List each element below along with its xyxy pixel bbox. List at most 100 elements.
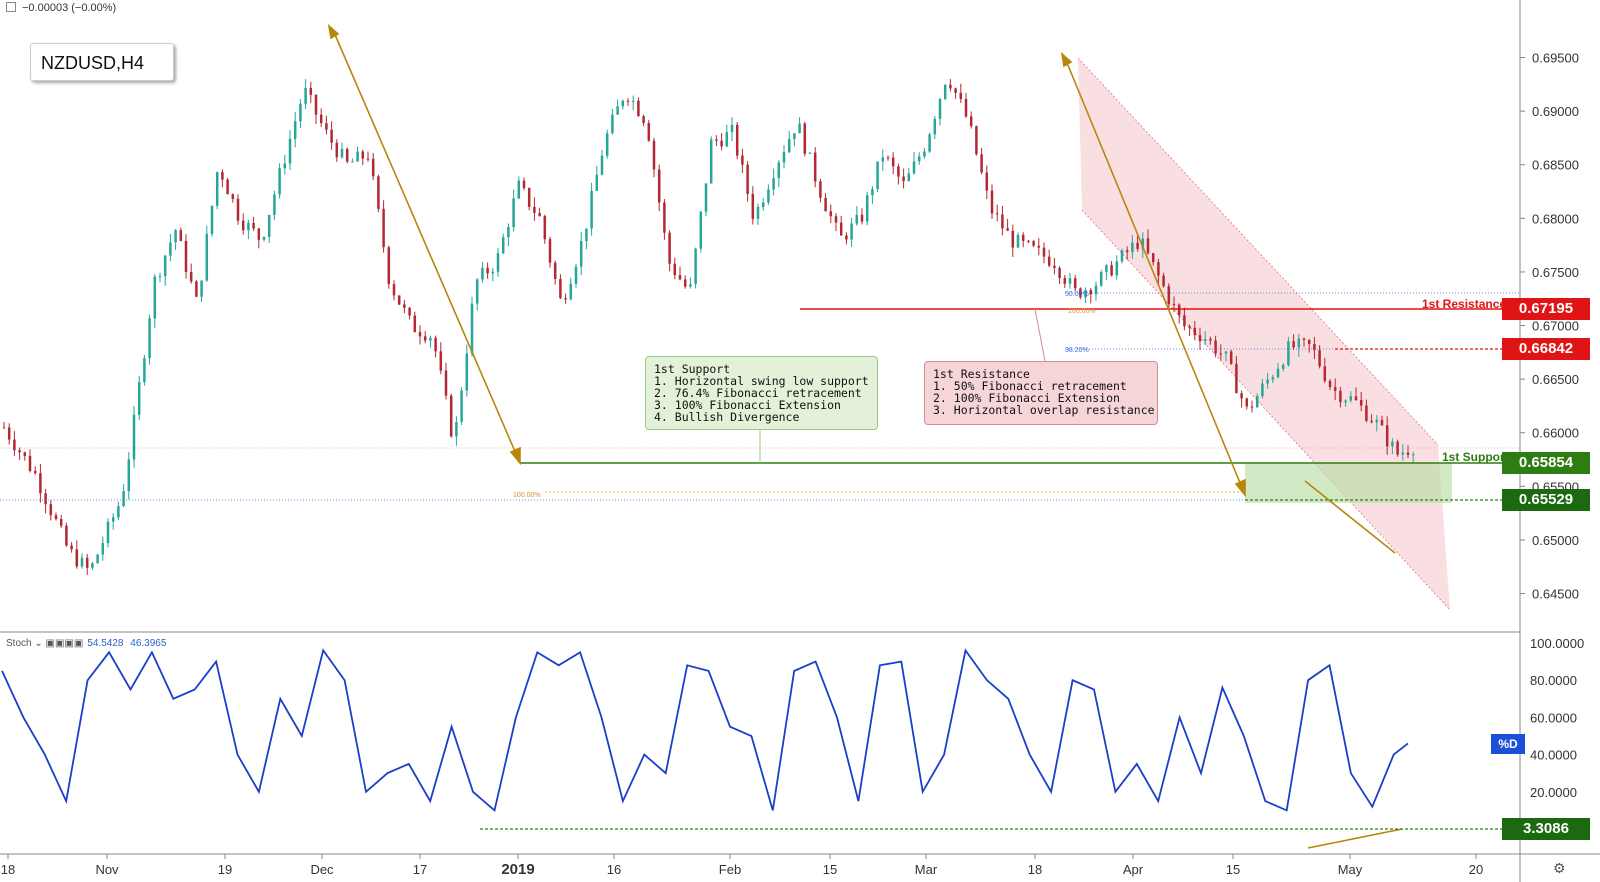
candle-body [1193, 327, 1197, 336]
candle-body [621, 100, 625, 107]
candle-body [1359, 400, 1363, 406]
candle-body [1411, 454, 1415, 456]
candle-body [990, 190, 994, 214]
candle-body [559, 278, 562, 299]
candle-body [387, 247, 391, 285]
stoch-settings-icons[interactable]: ▣▣▣▣ [45, 638, 84, 649]
candle-body [678, 275, 682, 280]
candle-body [366, 158, 370, 160]
candle-body [845, 235, 848, 240]
trend-arrows [327, 23, 1403, 849]
candle-body [642, 116, 645, 123]
candle-body [585, 228, 588, 242]
candle-body [907, 173, 911, 182]
candle-body [943, 84, 947, 99]
price-tick-label: 0.66500 [1532, 372, 1579, 387]
candle-body [616, 106, 619, 115]
note-connector-resistance [1034, 308, 1046, 362]
candle-body [725, 132, 729, 147]
candle-body [413, 315, 417, 333]
candle-body [730, 124, 734, 133]
candle-body [153, 276, 157, 319]
candle-body [1370, 420, 1373, 423]
candle-body [564, 298, 567, 300]
candle-body [865, 195, 869, 222]
price-axis[interactable]: 0.69500 0.69000 0.68500 0.68000 0.67500 0.670… [1520, 51, 1579, 602]
candle-body [1365, 405, 1368, 421]
stoch-d-badge: %D [1491, 734, 1525, 754]
time-tick-label: Feb [719, 862, 741, 877]
fib382-label: 38.20% [1065, 347, 1089, 354]
candle-body [345, 148, 349, 162]
candle-body [70, 545, 73, 550]
price-tick-label: 0.69000 [1532, 104, 1579, 119]
price-tick-label: 0.68500 [1532, 158, 1579, 173]
stoch-d-line [1, 648, 1409, 813]
candle-body [673, 263, 677, 276]
candle-body [1162, 275, 1165, 287]
candle-body [288, 138, 292, 164]
candle-body [241, 220, 245, 231]
candle-body [548, 239, 552, 263]
candle-body [351, 161, 354, 163]
candle-body [382, 208, 385, 248]
candle-body [1001, 214, 1004, 229]
candle-body [834, 216, 838, 223]
chevron-down-icon[interactable]: ⌄ [34, 638, 43, 649]
stoch-axis[interactable]: 100.0000 80.0000 60.0000 40.0000 20.0000 [1530, 636, 1584, 800]
candle-body [1006, 228, 1009, 231]
stoch-level-price-label: 3.3086 [1502, 818, 1590, 840]
time-tick-label: 17 [413, 862, 427, 877]
time-tick-label: 15 [1226, 862, 1240, 877]
candle-body [1047, 256, 1051, 266]
candle-body [663, 202, 666, 233]
candle-body [1318, 350, 1321, 367]
candle-body [668, 232, 671, 264]
candle-body [1032, 241, 1035, 246]
candle-body [408, 307, 411, 316]
collapse-icon[interactable] [6, 2, 16, 12]
candle-body [538, 212, 541, 217]
candle-body [49, 504, 53, 516]
candle-body [28, 455, 32, 471]
candle-body [189, 271, 193, 282]
time-axis[interactable]: 18 Nov 19 Dec 17 2019 16 Feb 15 Mar 18 Apr 15 May 20 [1, 854, 1483, 878]
candle-body [340, 148, 344, 158]
candle-body [1307, 339, 1311, 344]
note-line: 1st Resistance [933, 367, 1030, 381]
candle-body [1385, 425, 1389, 447]
candle-body [1229, 351, 1233, 364]
candle-body [829, 211, 833, 217]
candle-body [1037, 245, 1041, 248]
candlestick-series [2, 79, 1415, 576]
candle-body [101, 543, 105, 555]
candle-body [221, 172, 224, 180]
candle-body [897, 166, 900, 177]
candle-body [1131, 242, 1134, 253]
gear-icon[interactable]: ⚙ [1553, 860, 1566, 876]
candle-body [923, 151, 926, 157]
candle-body [444, 370, 448, 396]
candle-body [127, 459, 131, 492]
candle-body [1391, 441, 1394, 447]
candle-body [579, 241, 583, 267]
candle-body [314, 94, 318, 115]
candle-body [319, 114, 323, 124]
candle-body [855, 214, 859, 224]
candle-body [517, 180, 521, 199]
candle-body [1167, 286, 1171, 304]
candle-body [200, 280, 203, 297]
candle-body [455, 421, 458, 437]
candle-body [761, 202, 765, 207]
candle-body [1281, 365, 1285, 369]
note-line: 2. 76.4% Fibonacci retracement [654, 386, 862, 400]
candle-body [2, 427, 6, 429]
candle-body [1354, 396, 1358, 401]
candle-body [512, 198, 515, 228]
candle-body [839, 222, 843, 236]
candle-body [1302, 338, 1306, 340]
candle-body [777, 162, 781, 178]
candle-body [1255, 396, 1259, 408]
candle-body [522, 180, 526, 189]
